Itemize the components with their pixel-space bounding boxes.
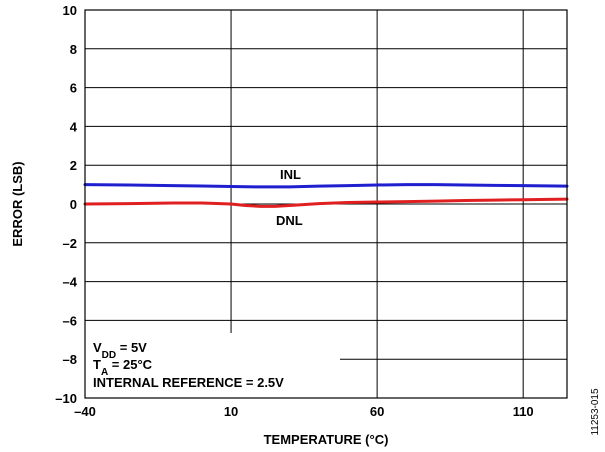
y-tick-label: 6 bbox=[70, 81, 77, 96]
y-tick-label: 2 bbox=[70, 158, 77, 173]
y-tick-label: 10 bbox=[63, 3, 77, 18]
ta-annotation: TA = 25°C bbox=[93, 357, 153, 378]
plot-border bbox=[84, 9, 568, 399]
y-tick-label: 0 bbox=[70, 197, 77, 212]
conditions-annotation: VDD = 5V TA = 25°C INTERNAL REFERENCE = … bbox=[93, 340, 284, 390]
dnl-series-label: DNL bbox=[276, 213, 303, 228]
y-tick-label: 8 bbox=[70, 42, 77, 57]
y-tick-label: –4 bbox=[63, 275, 78, 290]
inl-series-label: INL bbox=[280, 167, 301, 182]
vdd-annotation: VDD = 5V bbox=[93, 340, 147, 361]
figure-id: 11253-015 bbox=[590, 388, 601, 436]
y-tick-label: –6 bbox=[63, 313, 77, 328]
inl-series-line bbox=[83, 183, 569, 189]
y-axis-label: ERROR (LSB) bbox=[10, 161, 25, 246]
series-lines bbox=[83, 183, 569, 208]
x-tick-label: 110 bbox=[513, 404, 534, 419]
x-tick-label: 10 bbox=[224, 404, 238, 419]
x-axis-label: TEMPERATURE (°C) bbox=[264, 432, 389, 447]
y-tick-label: –2 bbox=[63, 236, 77, 251]
y-tick-label: –8 bbox=[63, 352, 77, 367]
tick-labels: 10 8 6 4 2 0 –2 –4 –6 –8 –10–40 10 60 110 bbox=[55, 3, 533, 419]
x-tick-label: 60 bbox=[370, 404, 384, 419]
x-tick-label: –40 bbox=[74, 404, 96, 419]
y-tick-label: –10 bbox=[55, 391, 77, 406]
reference-annotation: INTERNAL REFERENCE = 2.5V bbox=[93, 375, 284, 390]
dnl-series-line bbox=[83, 197, 569, 208]
y-tick-label: 4 bbox=[70, 119, 78, 134]
